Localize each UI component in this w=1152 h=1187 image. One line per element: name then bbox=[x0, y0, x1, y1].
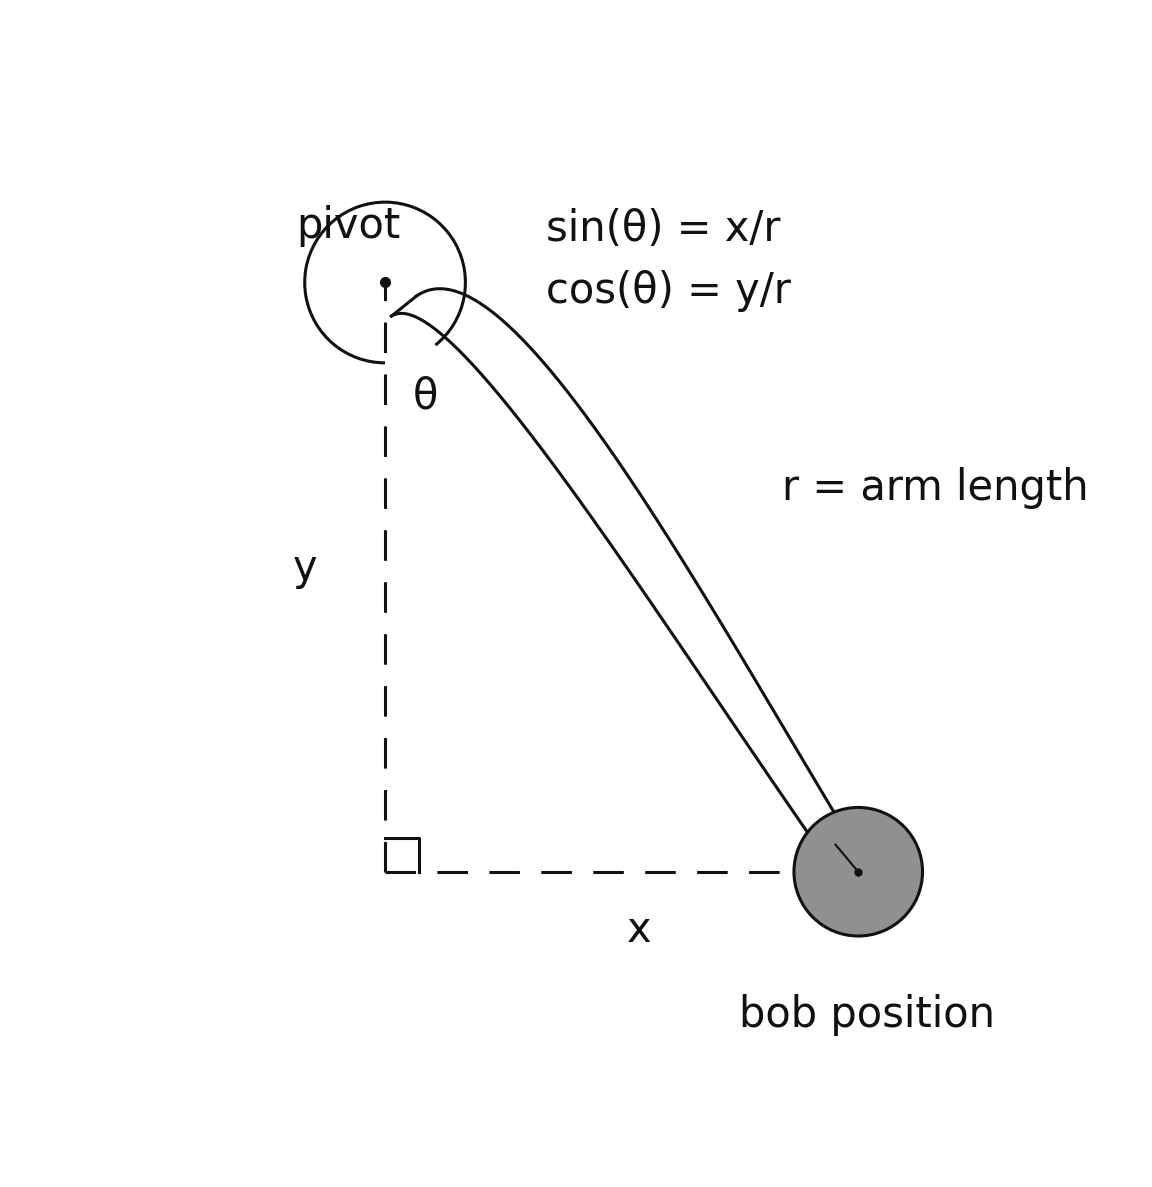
Text: pivot: pivot bbox=[296, 205, 400, 247]
Circle shape bbox=[794, 807, 923, 937]
Text: y: y bbox=[293, 547, 317, 589]
Text: r = arm length: r = arm length bbox=[782, 466, 1089, 509]
Text: sin(θ) = x/r: sin(θ) = x/r bbox=[546, 208, 780, 250]
Text: cos(θ) = y/r: cos(θ) = y/r bbox=[546, 271, 790, 312]
Text: θ: θ bbox=[412, 375, 438, 417]
Text: x: x bbox=[627, 909, 652, 951]
Text: bob position: bob position bbox=[740, 994, 995, 1036]
